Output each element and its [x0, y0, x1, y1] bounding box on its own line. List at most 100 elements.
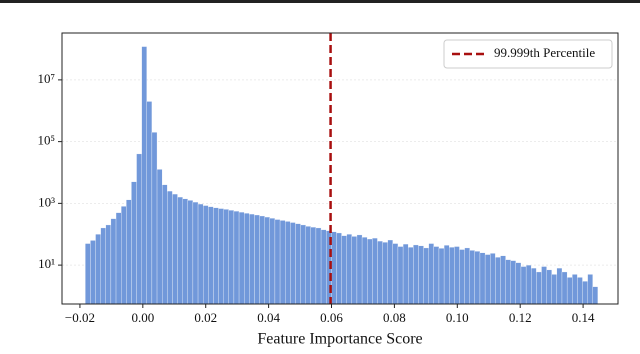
bar	[269, 218, 276, 305]
bar	[213, 207, 219, 305]
bar	[551, 274, 558, 305]
bar	[392, 243, 399, 305]
bar	[290, 222, 296, 305]
x-tick-label: 0.02	[194, 310, 217, 325]
bar	[587, 274, 593, 305]
bar	[115, 212, 122, 305]
x-tick-label: 0.08	[383, 310, 406, 325]
bar	[259, 215, 265, 305]
bar	[244, 213, 250, 305]
bar	[341, 235, 347, 305]
bar	[197, 203, 204, 305]
axes-frame	[61, 32, 619, 305]
x-tick-label: 0.06	[320, 310, 343, 325]
bar	[433, 246, 440, 305]
bar	[454, 246, 460, 305]
bar	[356, 234, 363, 305]
bar	[490, 253, 496, 305]
bar	[146, 101, 153, 305]
bar	[536, 271, 542, 305]
bar	[438, 248, 445, 305]
bar	[156, 169, 163, 305]
bar	[182, 198, 188, 305]
x-tick-label: 0.12	[509, 310, 532, 325]
bar	[331, 231, 337, 305]
bar	[484, 254, 491, 305]
bar	[367, 238, 373, 305]
top-border	[0, 0, 640, 3]
bar	[228, 210, 235, 305]
bar	[121, 206, 127, 305]
bar	[464, 247, 470, 305]
bar	[310, 226, 317, 305]
x-tick-label: 0.04	[257, 310, 280, 325]
bar	[187, 200, 194, 305]
x-tick-label: −0.02	[65, 310, 95, 325]
bar	[531, 267, 537, 305]
bar	[413, 244, 419, 305]
bar	[541, 266, 547, 305]
y-tick-label: 10¹	[38, 256, 55, 271]
bar	[126, 199, 132, 305]
bar	[136, 153, 142, 305]
bar	[382, 242, 388, 305]
bar	[346, 234, 352, 305]
bar	[443, 245, 450, 305]
bar	[95, 234, 101, 305]
bar	[233, 210, 240, 305]
bar	[387, 239, 393, 305]
y-tick-label: 10³	[38, 194, 55, 209]
bar	[479, 252, 486, 305]
bar	[279, 220, 286, 305]
bar	[423, 247, 429, 305]
bar	[449, 247, 455, 305]
bar	[254, 214, 260, 305]
bar	[418, 245, 424, 305]
legend-label: 99.999th Percentile	[494, 45, 595, 60]
bar	[397, 246, 404, 305]
bar	[177, 196, 183, 305]
bar	[208, 206, 214, 305]
bar	[474, 251, 481, 305]
bar	[520, 266, 527, 305]
bar	[336, 232, 342, 305]
bar	[408, 247, 414, 305]
bar	[223, 209, 229, 305]
bar	[469, 250, 475, 305]
bar	[566, 277, 573, 305]
bar	[500, 255, 506, 305]
bar	[131, 181, 137, 305]
bar	[300, 224, 306, 305]
bar	[238, 211, 245, 305]
bar	[264, 216, 270, 305]
y-tick-label: 10⁷	[37, 71, 55, 86]
bar	[274, 219, 281, 305]
bar	[105, 224, 112, 305]
bar	[505, 259, 511, 305]
bar	[510, 260, 517, 305]
bar	[320, 229, 327, 305]
bar	[249, 213, 255, 305]
bar	[402, 243, 409, 305]
bar	[372, 237, 378, 305]
bar	[100, 227, 106, 305]
bar	[556, 267, 563, 305]
bar	[162, 184, 168, 305]
bar	[546, 269, 552, 305]
bar	[361, 237, 368, 305]
bar	[203, 205, 209, 305]
bar	[305, 226, 311, 305]
bar	[592, 286, 599, 305]
bar	[577, 277, 583, 305]
bar	[572, 274, 578, 305]
bar	[295, 223, 301, 305]
bar	[495, 257, 501, 305]
bar	[428, 243, 434, 305]
x-tick-label: 0.10	[446, 310, 469, 325]
legend-box	[443, 39, 613, 69]
x-tick-label: 0.00	[131, 310, 154, 325]
bar	[167, 190, 173, 305]
y-tick-label: 10⁵	[37, 133, 55, 148]
bar	[172, 193, 178, 305]
